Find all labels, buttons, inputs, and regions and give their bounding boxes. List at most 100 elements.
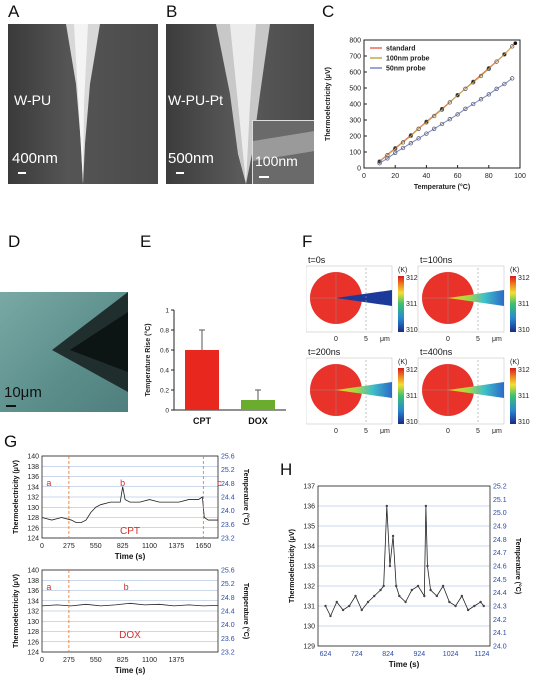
y-tick-label: 137 [303, 484, 315, 491]
data-point [471, 80, 476, 85]
x-tick-label: 20 [391, 173, 399, 180]
y-tick-label: 0.6 [160, 348, 169, 355]
data-point [329, 614, 332, 618]
data-point [454, 604, 457, 608]
data-point [379, 588, 382, 592]
x-tick-label: 1375 [169, 543, 185, 550]
colorbar [510, 368, 516, 424]
series-line-2 [379, 77, 513, 164]
y2-tick-label: 25.6 [221, 454, 235, 461]
y2-tick-label: 23.6 [221, 522, 235, 529]
data-point [486, 66, 491, 71]
data-point [385, 156, 390, 161]
x-tick-label: 80 [485, 173, 493, 180]
chart-g-bottom: 124 126 128 130 132 134 136 138 140 23.2 23.6 24.0 2… [13, 568, 250, 676]
y2-tick-label: 24.1 [493, 630, 507, 637]
data-point [460, 594, 464, 598]
x-tick-label: 1024 [443, 651, 459, 658]
data-point [408, 133, 413, 139]
y-tick-label: 300 [349, 118, 361, 125]
data-point [441, 584, 445, 588]
data-point [463, 106, 468, 111]
sim-frame-2: t=200ns 0 5 μm (K)312 311 310 [306, 347, 418, 434]
y2-tick-label: 23.6 [221, 636, 235, 643]
data-point [424, 120, 429, 125]
data-point [416, 126, 421, 131]
data-point [377, 161, 382, 166]
y-tick-label: 136 [27, 474, 39, 481]
category-label: DOX [248, 416, 268, 426]
data-point [478, 97, 484, 102]
scale-bar-a [18, 172, 26, 174]
data-point [423, 594, 426, 598]
x-tick-label: 0 [362, 173, 366, 180]
x-tick-label: 5 [364, 428, 368, 434]
trace-line [325, 505, 485, 617]
y-tick-label: 136 [303, 504, 315, 511]
x-tick-label: 825 [117, 657, 129, 664]
data-point [354, 594, 357, 598]
y-tick-label: 128 [27, 515, 39, 522]
y-tick-label: 100 [349, 150, 361, 157]
y-tick-label: 400 [349, 102, 361, 109]
sample-label-a: W-PU [14, 92, 52, 108]
scale-label-a: 400nm [12, 150, 58, 167]
y-tick-label: 0.2 [160, 388, 169, 395]
y-tick-label: 140 [27, 454, 39, 461]
data-point [408, 141, 413, 146]
probe-heated [448, 382, 504, 398]
y-axis-label: Thermoelectricity (μV) [13, 574, 20, 648]
colorbar-tick: 310 [406, 327, 418, 334]
frame-time-label: t=400ns [420, 347, 453, 357]
x-axis-label: Temperature (°C) [414, 183, 470, 191]
y-tick-label: 124 [27, 536, 39, 543]
x-tick-label: 1100 [142, 543, 157, 550]
x-tick-label: 0 [446, 336, 450, 343]
probe-tip-b [216, 24, 270, 184]
x-tick-label: 0 [334, 428, 338, 434]
y2-tick-label: 25.2 [493, 484, 507, 491]
y2-tick-label: 24.0 [493, 644, 507, 651]
colorbar-tick: 311 [406, 393, 417, 400]
y-tick-label: 800 [349, 38, 361, 45]
y-tick-label: 1 [165, 308, 169, 315]
data-point [513, 41, 518, 45]
x-unit-label: μm [380, 336, 390, 343]
frame-time-label: t=200ns [308, 347, 341, 357]
x-tick-label: 1375 [169, 657, 185, 664]
data-point [385, 153, 390, 158]
trace-line [41, 486, 218, 524]
y-axis-label: Thermoelectricity (μV) [289, 529, 296, 603]
data-point [439, 121, 445, 127]
data-point [455, 93, 460, 98]
x-tick-label: 824 [382, 651, 394, 658]
data-point [424, 131, 429, 136]
scale-bar-b [176, 172, 184, 174]
inset-scale-bar-b [259, 176, 269, 178]
frame-time-label: t=100ns [420, 255, 453, 265]
y-tick-label: 0.4 [160, 368, 169, 375]
y-tick-label: 128 [27, 629, 39, 636]
drug-label: DOX [119, 630, 141, 641]
y-tick-label: 134 [303, 544, 315, 551]
y-tick-label: 700 [349, 54, 361, 61]
data-point [471, 101, 476, 107]
y2-tick-label: 24.3 [493, 604, 507, 611]
y2-tick-label: 24.4 [221, 495, 235, 502]
y-tick-label: 0 [165, 408, 169, 415]
panel-label-g: G [4, 432, 18, 451]
colorbar-tick: 312 [406, 275, 418, 282]
y2-tick-label: 24.8 [493, 537, 507, 544]
y2-axis-label: Temperature (°C) [514, 538, 522, 594]
x-tick-label: 0 [446, 428, 450, 434]
y-tick-label: 124 [27, 650, 39, 657]
x-tick-label: 5 [364, 336, 368, 343]
x-axis-label: Time (s) [115, 552, 146, 561]
colorbar-tick: 310 [518, 327, 530, 334]
chart-g-top: 124 126 128 130 132 134 136 138 140 23.2 23.6 24.0 2… [13, 454, 250, 562]
x-tick-label: 825 [117, 543, 129, 550]
x-tick-label: 0 [40, 543, 44, 550]
x-tick-label: 724 [351, 651, 363, 658]
y2-tick-label: 25.6 [221, 568, 235, 575]
event-marker: c [217, 478, 222, 488]
